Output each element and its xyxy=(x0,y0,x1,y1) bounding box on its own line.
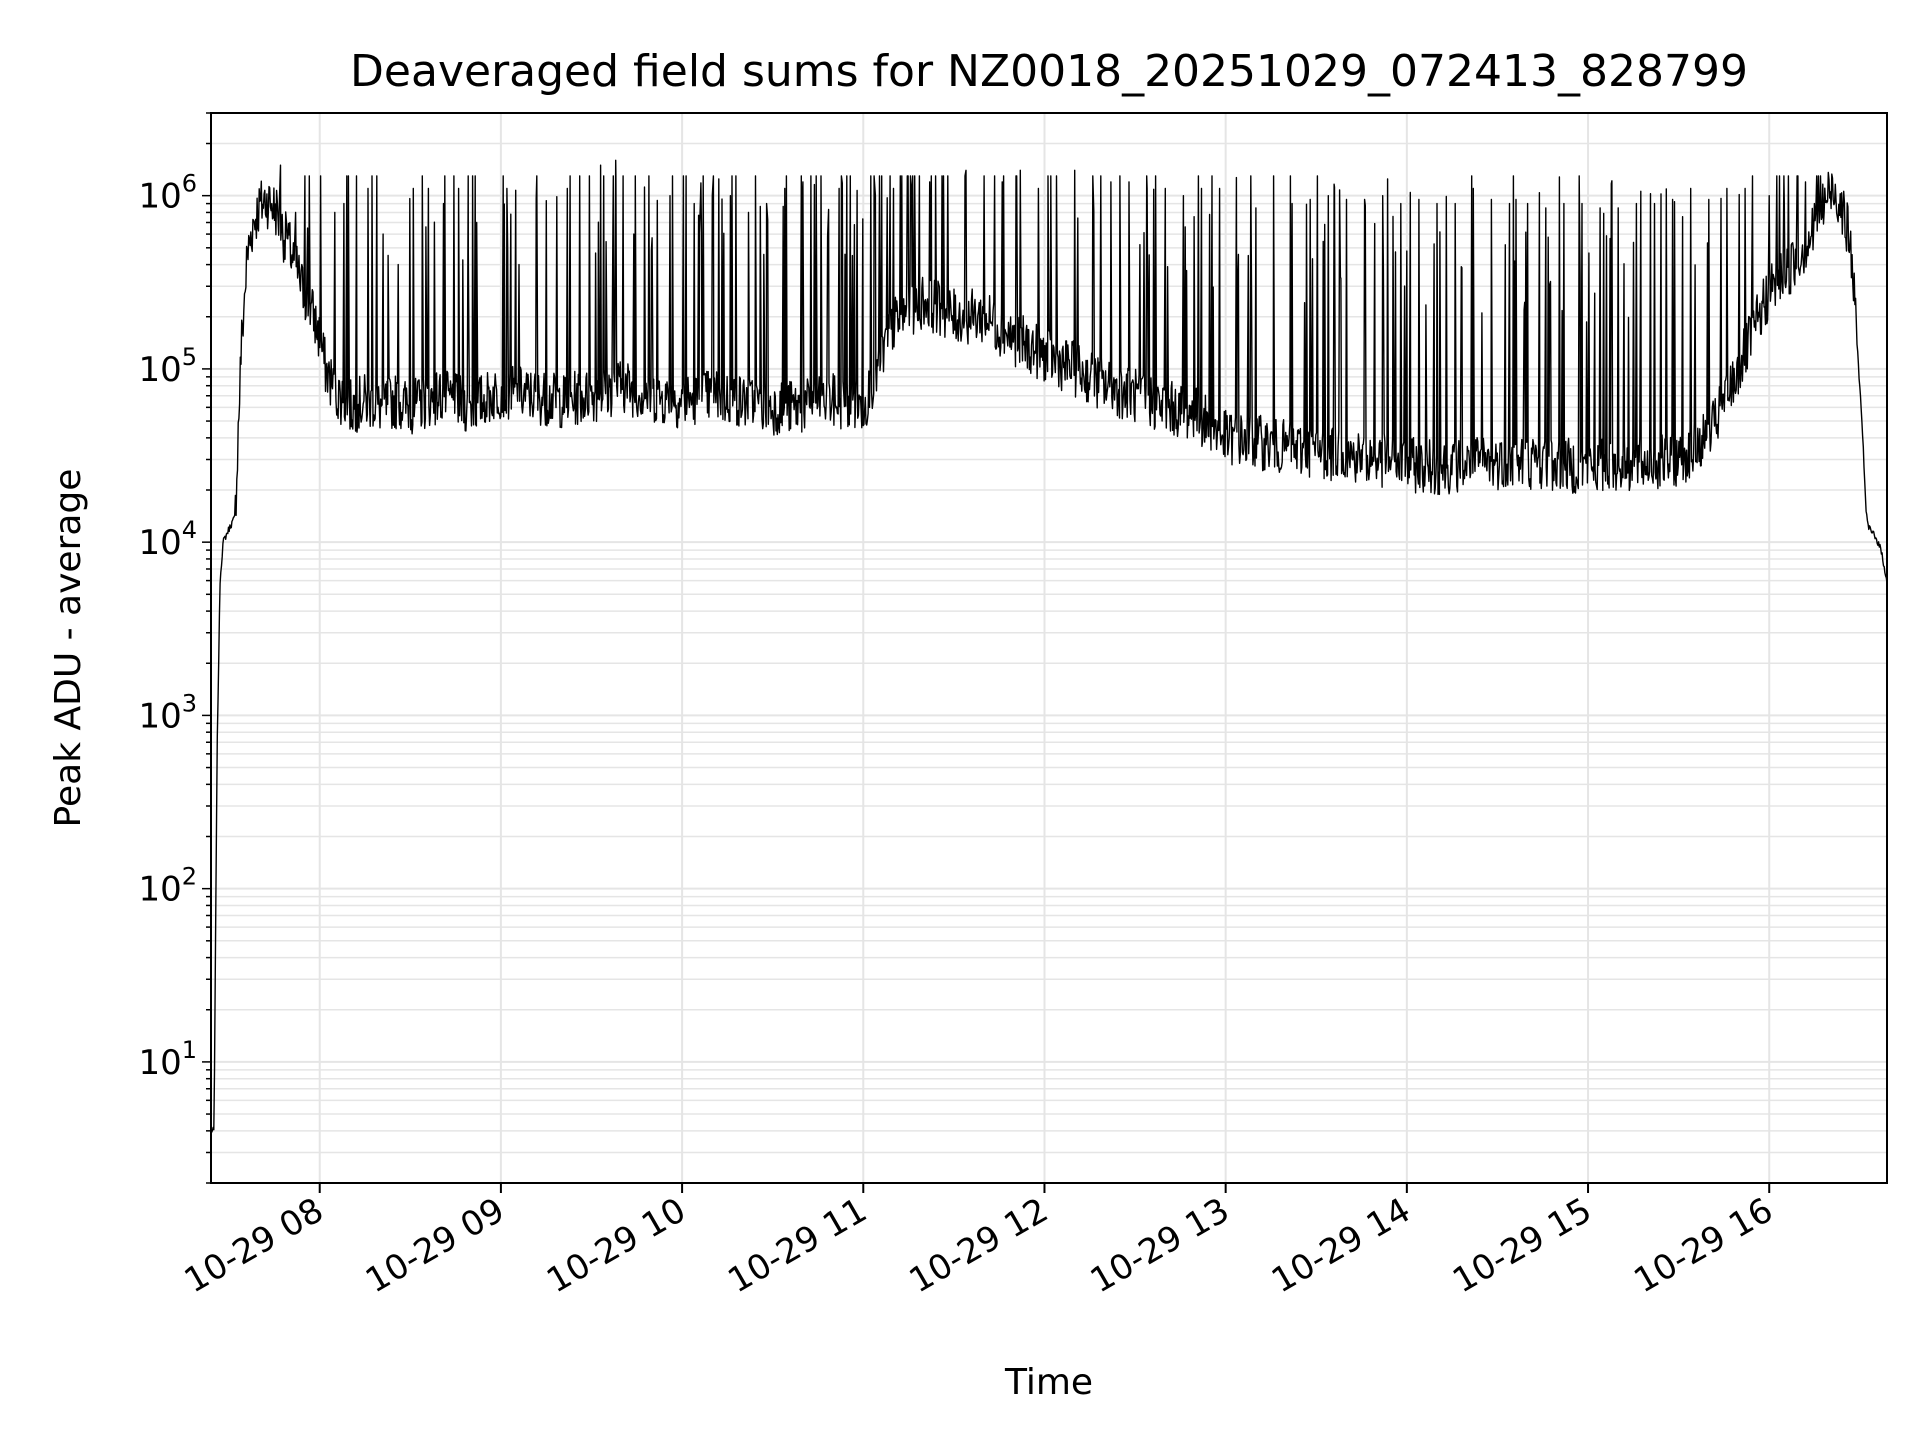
x-axis-label: Time xyxy=(1004,1362,1093,1403)
y-tick-exponent: 5 xyxy=(182,343,197,371)
x-tick-label: 10-29 14 xyxy=(1265,1190,1417,1301)
y-tick-label: 106 xyxy=(138,170,197,217)
x-tick-label: 10-29 12 xyxy=(903,1190,1055,1301)
y-tick-base: 10 xyxy=(138,350,181,390)
x-tick-label: 10-29 15 xyxy=(1446,1190,1598,1301)
x-tick-label: 10-29 09 xyxy=(359,1190,511,1301)
series-group xyxy=(211,159,1887,1133)
x-tick-label: 10-29 10 xyxy=(540,1190,692,1301)
y-tick-exponent: 3 xyxy=(182,689,197,717)
y-tick-exponent: 2 xyxy=(182,863,197,891)
y-axis-label: Peak ADU - average xyxy=(48,469,89,828)
y-tick-label: 105 xyxy=(138,343,197,390)
y-tick-label: 102 xyxy=(138,863,197,910)
y-tick-base: 10 xyxy=(138,523,181,563)
y-tick-label: 101 xyxy=(138,1036,197,1083)
x-tick-label: 10-29 13 xyxy=(1084,1190,1236,1301)
y-tick-exponent: 1 xyxy=(182,1036,197,1064)
y-tick-base: 10 xyxy=(138,177,181,217)
x-axis-ticks: 10-29 08 10-29 09 10-29 10 10-29 11 10-29 12… xyxy=(178,1183,1780,1301)
y-tick-label: 103 xyxy=(138,689,197,736)
x-tick-label: 10-29 16 xyxy=(1627,1190,1779,1301)
y-tick-base: 10 xyxy=(138,870,181,910)
x-tick-label: 10-29 08 xyxy=(178,1190,330,1301)
series-line xyxy=(211,159,1887,1133)
y-tick-base: 10 xyxy=(138,1043,181,1083)
y-tick-base: 10 xyxy=(138,696,181,736)
y-tick-exponent: 6 xyxy=(182,170,197,198)
plot-frame xyxy=(210,112,1888,1184)
y-tick-exponent: 4 xyxy=(182,516,197,544)
x-tick-label: 10-29 11 xyxy=(721,1190,873,1301)
chart-title: Deaveraged field sums for NZ0018_2025102… xyxy=(350,46,1748,97)
y-tick-label: 104 xyxy=(138,516,197,563)
